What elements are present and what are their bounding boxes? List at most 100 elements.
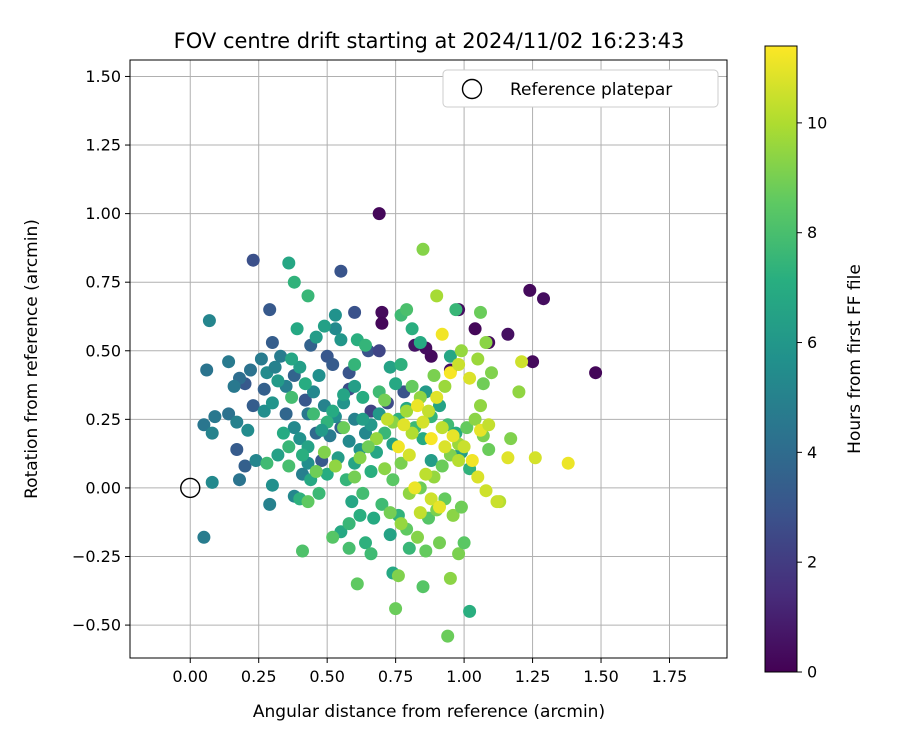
scatter-point [345,495,359,509]
scatter-point [383,528,397,542]
scatter-point [359,338,372,352]
legend-entry-reference: Reference platepar [510,80,672,100]
scatter-point [391,440,405,454]
scatter-point [265,336,279,349]
scatter-point [298,377,312,391]
scatter-point [328,459,342,473]
scatter-point [205,475,219,489]
scatter-point [290,322,304,336]
scatter-point [342,434,356,448]
scatter-point [454,500,468,514]
scatter-point [254,352,268,366]
legend-box [442,69,719,108]
x-tick-label: 0.25 [241,667,277,686]
scatter-point [205,426,219,440]
scatter-point [411,399,424,413]
y-tick-label: 0.50 [85,341,121,360]
scatter-point [441,629,455,643]
scatter-point [537,292,550,306]
scatter-point [435,459,449,473]
plot-frame [129,59,728,659]
scatter-point [342,517,356,531]
scatter-point [296,544,309,558]
scatter-point [389,377,403,391]
scatter-point [400,404,414,418]
chart-title: FOV centre drift starting at 2024/11/02 … [174,29,685,53]
x-tick-label: 0.75 [378,667,414,686]
scatter-point [320,467,334,481]
scatter-point [326,358,340,371]
scatter-point [326,530,340,544]
scatter-point [394,517,408,531]
scatter-point [438,379,452,393]
scatter-point [293,432,307,446]
scatter-point [452,358,466,371]
scatter-point [372,207,386,221]
scatter-point [208,410,222,424]
scatter-point [361,440,375,454]
colorbar-tick-label: 2 [807,553,817,572]
scatter-point [463,371,477,385]
scatter-point [446,508,460,522]
scatter-point [342,541,356,555]
scatter-point [468,412,482,426]
scatter-point [293,360,307,374]
scatter-point [348,358,362,371]
scatter-point [443,366,457,380]
scatter-point [298,393,312,407]
scatter-point [485,366,498,380]
scatter-point [413,506,427,520]
scatter-point [380,412,394,426]
y-tick-label: −0.50 [72,616,121,635]
scatter-point [394,358,408,371]
scatter-point [282,459,296,473]
scatter-point [356,412,370,426]
y-tick-label: 1.25 [85,136,121,155]
scatter-point [501,451,515,465]
scatter-point [274,349,288,363]
x-tick-label: 1.00 [446,667,482,686]
scatter-point [460,421,474,435]
scatter-point [479,336,493,349]
y-tick-label: 1.50 [85,67,121,86]
colorbar-tick-label: 4 [807,443,817,462]
colorbar-label: Hours from first FF file [845,264,865,454]
scatter-point [435,327,449,341]
scatter-point [471,352,485,366]
scatter-point [265,396,279,410]
scatter-point [315,423,329,437]
scatter-point [528,451,542,465]
scatter-point [474,305,487,319]
scatter-point [476,377,490,391]
scatter-point [419,544,433,558]
x-tick-label: 0.50 [309,667,345,686]
scatter-point [337,388,351,402]
scatter-point [350,577,364,591]
scatter-point [397,418,411,432]
scatter-point [353,451,367,465]
scatter-point [482,418,496,432]
scatter-point [241,423,255,437]
scatter-point [263,497,277,511]
scatter-point [457,440,471,454]
colorbar-tick-label: 10 [807,113,827,132]
scatter-point [408,481,422,495]
scatter-point [430,390,444,404]
scatter-point [433,536,446,550]
scatter-point [367,511,381,525]
scatter-point [356,486,370,500]
scatter-point [561,456,575,470]
scatter-point [501,327,515,341]
y-tick-label: 0.00 [85,478,121,497]
scatter-point [197,530,211,544]
scatter-point [416,580,430,594]
scatter-point [348,305,362,319]
scatter-point [271,374,285,388]
scatter-point [490,495,504,509]
scatter-point [411,530,424,544]
scatter-point [471,470,485,484]
scatter-point [328,308,342,322]
scatter-point [435,421,449,435]
scatter-point [468,322,482,336]
scatter-point [452,547,466,561]
